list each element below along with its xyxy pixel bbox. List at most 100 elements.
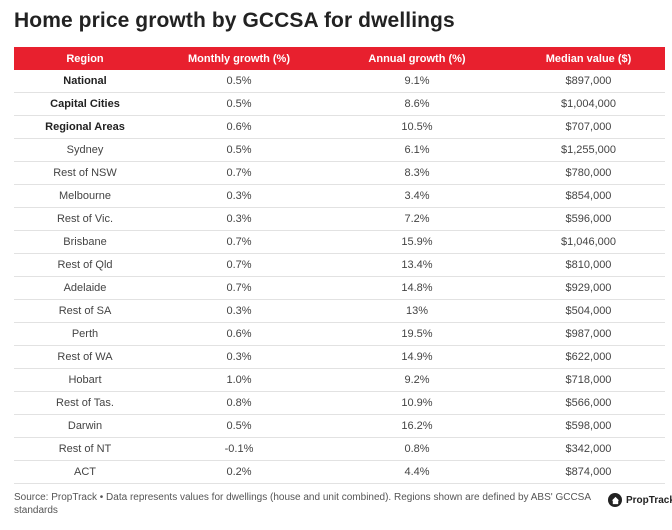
cell-region: ACT: [14, 460, 156, 485]
cell-region: Rest of Tas.: [14, 391, 156, 416]
cell-monthly-growth: 0.3%: [156, 345, 322, 370]
cell-annual-growth: 13.4%: [322, 253, 512, 278]
table-row: Rest of WA 0.3% 14.9% $622,000: [14, 345, 665, 370]
cell-median-value: $596,000: [512, 207, 665, 232]
cell-annual-growth: 4.4%: [322, 460, 512, 485]
cell-annual-growth: 15.9%: [322, 230, 512, 255]
cell-monthly-growth: 0.8%: [156, 391, 322, 416]
table-header-row: Region Monthly growth (%) Annual growth …: [14, 47, 665, 70]
cell-annual-growth: 9.2%: [322, 368, 512, 393]
cell-monthly-growth: 0.6%: [156, 322, 322, 347]
table-row: Hobart 1.0% 9.2% $718,000: [14, 368, 665, 393]
cell-median-value: $874,000: [512, 460, 665, 485]
cell-median-value: $780,000: [512, 161, 665, 186]
cell-monthly-growth: 0.5%: [156, 414, 322, 439]
cell-region: Rest of WA: [14, 345, 156, 370]
cell-region: Brisbane: [14, 230, 156, 255]
cell-monthly-growth: 0.3%: [156, 299, 322, 324]
table-row: Rest of NT -0.1% 0.8% $342,000: [14, 437, 665, 462]
header-monthly-growth: Monthly growth (%): [187, 52, 291, 65]
source-note: Source: PropTrack • Data represents valu…: [14, 492, 591, 516]
cell-median-value: $718,000: [512, 368, 665, 393]
cell-monthly-growth: -0.1%: [156, 437, 322, 462]
cell-median-value: $1,046,000: [512, 230, 665, 255]
cell-region: Rest of NT: [14, 437, 156, 462]
cell-median-value: $897,000: [512, 70, 665, 94]
table-row: Capital Cities 0.5% 8.6% $1,004,000: [14, 92, 665, 117]
page-title: Home price growth by GCCSA for dwellings: [14, 9, 455, 32]
cell-region: Perth: [14, 322, 156, 347]
cell-region: Capital Cities: [14, 92, 156, 117]
table-row: Rest of Vic. 0.3% 7.2% $596,000: [14, 207, 665, 232]
table-row: National 0.5% 9.1% $897,000: [14, 70, 665, 94]
header-region: Region: [66, 52, 104, 65]
cell-monthly-growth: 0.7%: [156, 161, 322, 186]
cell-median-value: $987,000: [512, 322, 665, 347]
logo-text: PropTrack: [626, 494, 672, 506]
cell-annual-growth: 14.8%: [322, 276, 512, 301]
cell-region: Melbourne: [14, 184, 156, 209]
cell-annual-growth: 10.5%: [322, 115, 512, 140]
table-row: Adelaide 0.7% 14.8% $929,000: [14, 276, 665, 301]
house-icon: [608, 493, 622, 507]
cell-region: Adelaide: [14, 276, 156, 301]
cell-median-value: $810,000: [512, 253, 665, 278]
cell-median-value: $929,000: [512, 276, 665, 301]
cell-monthly-growth: 0.7%: [156, 276, 322, 301]
table-row: Darwin 0.5% 16.2% $598,000: [14, 414, 665, 439]
table-row: Rest of SA 0.3% 13% $504,000: [14, 299, 665, 324]
header-annual-growth: Annual growth (%): [368, 52, 466, 65]
cell-annual-growth: 13%: [322, 299, 512, 324]
cell-monthly-growth: 0.7%: [156, 230, 322, 255]
cell-median-value: $707,000: [512, 115, 665, 140]
cell-monthly-growth: 0.2%: [156, 460, 322, 485]
cell-region: Hobart: [14, 368, 156, 393]
table-row: Sydney 0.5% 6.1% $1,255,000: [14, 138, 665, 163]
table-row: Rest of NSW 0.7% 8.3% $780,000: [14, 161, 665, 186]
cell-annual-growth: 9.1%: [322, 70, 512, 94]
cell-annual-growth: 0.8%: [322, 437, 512, 462]
cell-annual-growth: 3.4%: [322, 184, 512, 209]
cell-median-value: $854,000: [512, 184, 665, 209]
cell-median-value: $1,004,000: [512, 92, 665, 117]
cell-region: Rest of NSW: [14, 161, 156, 186]
cell-median-value: $342,000: [512, 437, 665, 462]
cell-annual-growth: 10.9%: [322, 391, 512, 416]
cell-monthly-growth: 0.3%: [156, 184, 322, 209]
cell-region: Rest of Qld: [14, 253, 156, 278]
cell-annual-growth: 16.2%: [322, 414, 512, 439]
table-row: Regional Areas 0.6% 10.5% $707,000: [14, 115, 665, 140]
cell-median-value: $1,255,000: [512, 138, 665, 163]
cell-median-value: $504,000: [512, 299, 665, 324]
table-row: Melbourne 0.3% 3.4% $854,000: [14, 184, 665, 209]
cell-region: National: [14, 70, 156, 94]
cell-annual-growth: 8.6%: [322, 92, 512, 117]
cell-monthly-growth: 0.5%: [156, 92, 322, 117]
cell-monthly-growth: 0.5%: [156, 70, 322, 94]
cell-monthly-growth: 1.0%: [156, 368, 322, 393]
cell-annual-growth: 8.3%: [322, 161, 512, 186]
cell-monthly-growth: 0.5%: [156, 138, 322, 163]
header-median-value: Median value ($): [545, 52, 632, 65]
cell-region: Rest of SA: [14, 299, 156, 324]
cell-region: Darwin: [14, 414, 156, 439]
table-row: Rest of Qld 0.7% 13.4% $810,000: [14, 253, 665, 278]
proptrack-logo: PropTrack: [608, 493, 672, 507]
cell-annual-growth: 14.9%: [322, 345, 512, 370]
cell-median-value: $598,000: [512, 414, 665, 439]
cell-region: Sydney: [14, 138, 156, 163]
cell-median-value: $622,000: [512, 345, 665, 370]
cell-region: Rest of Vic.: [14, 207, 156, 232]
cell-monthly-growth: 0.6%: [156, 115, 322, 140]
cell-annual-growth: 7.2%: [322, 207, 512, 232]
table-row: ACT 0.2% 4.4% $874,000: [14, 460, 665, 485]
cell-monthly-growth: 0.3%: [156, 207, 322, 232]
table-row: Rest of Tas. 0.8% 10.9% $566,000: [14, 391, 665, 416]
cell-median-value: $566,000: [512, 391, 665, 416]
cell-annual-growth: 19.5%: [322, 322, 512, 347]
cell-region: Regional Areas: [14, 115, 156, 140]
table-row: Perth 0.6% 19.5% $987,000: [14, 322, 665, 347]
cell-monthly-growth: 0.7%: [156, 253, 322, 278]
table-row: Brisbane 0.7% 15.9% $1,046,000: [14, 230, 665, 255]
growth-table: Region Monthly growth (%) Annual growth …: [14, 47, 665, 485]
